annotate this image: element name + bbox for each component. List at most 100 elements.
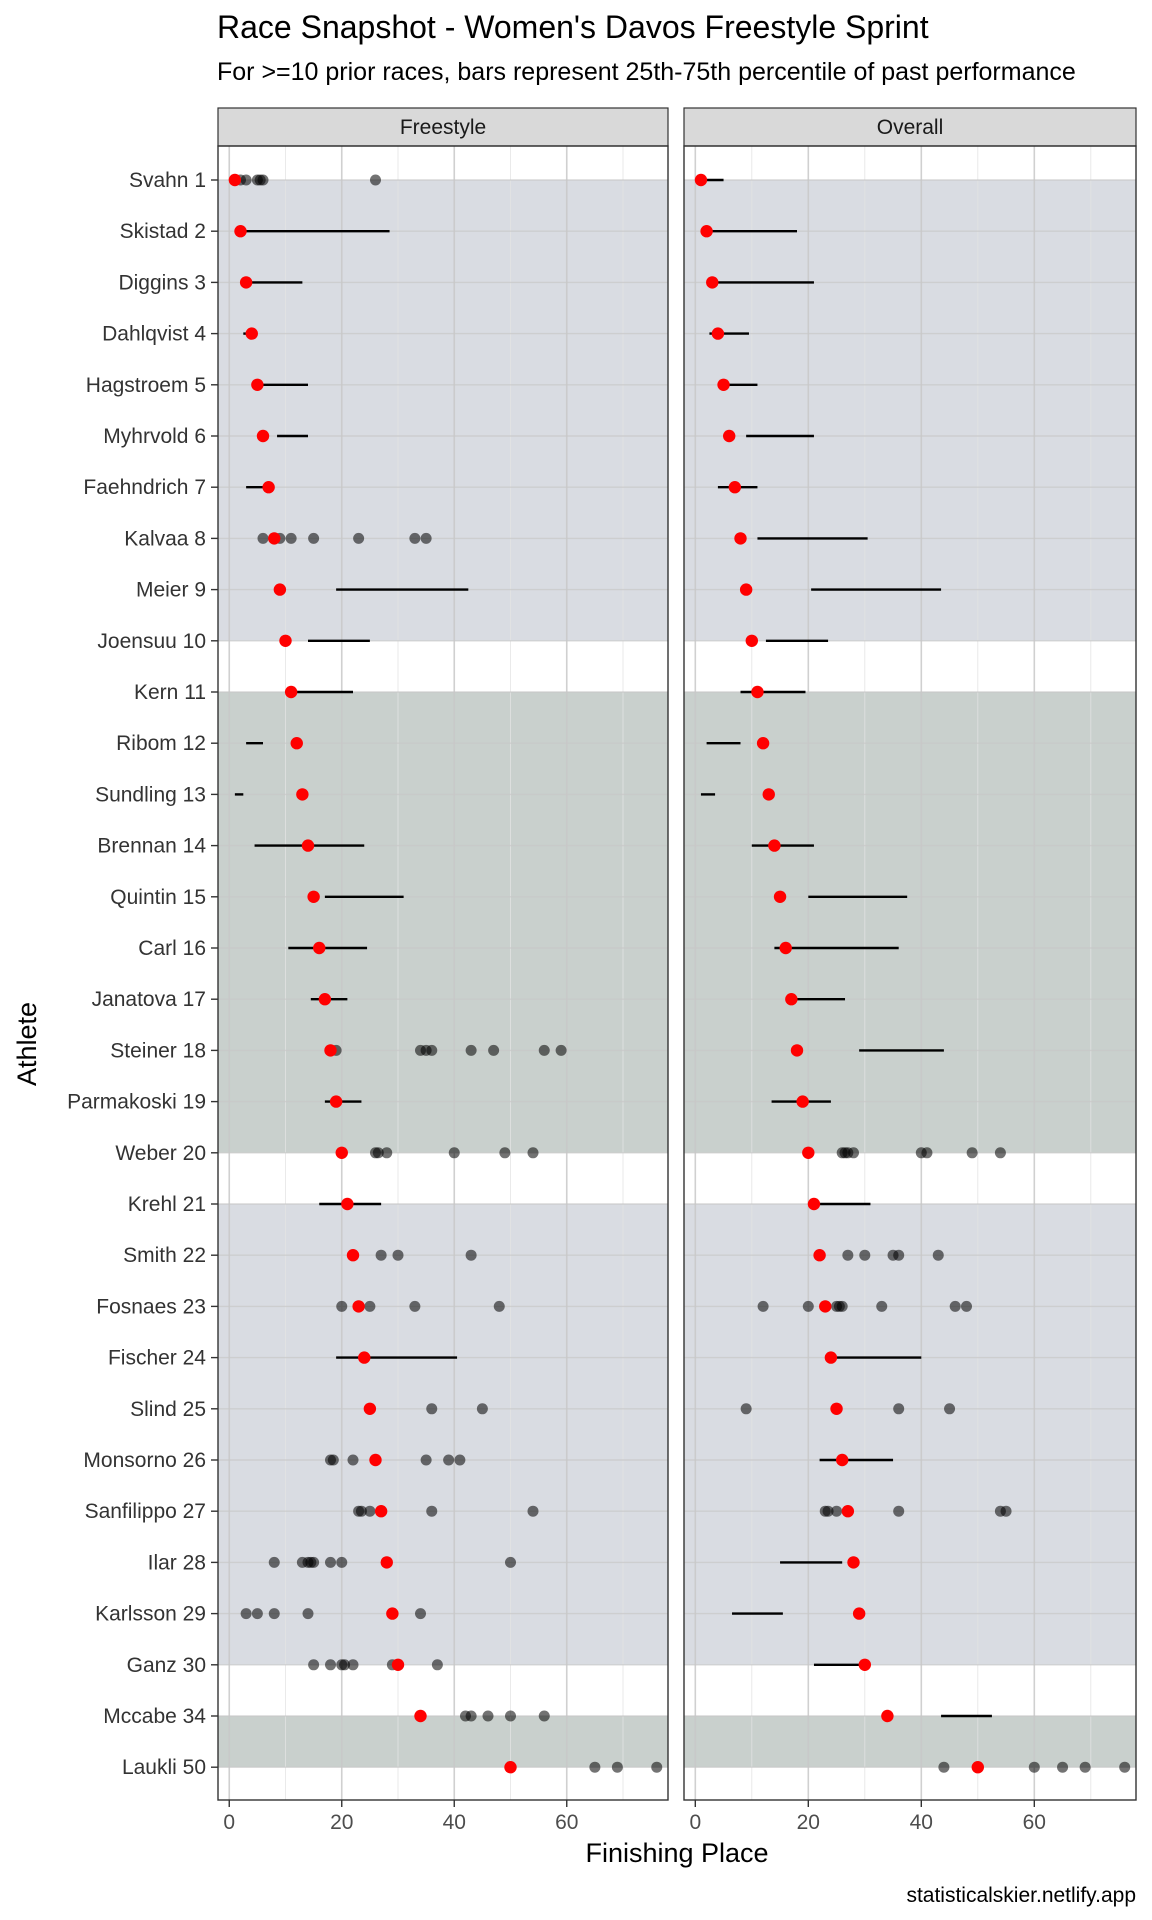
current-place-point: [751, 685, 764, 699]
past-result-point: [1028, 1761, 1040, 1773]
current-place-point: [324, 1044, 337, 1057]
past-result-point: [932, 1249, 944, 1261]
current-place-point: [790, 1044, 804, 1057]
past-result-point: [921, 1147, 933, 1159]
athlete-label: Myhrvold 6: [103, 425, 206, 448]
y-axis: Svahn 1 Skistad 2 Diggins 3 Dahlqvist 4 Hags…: [67, 169, 218, 1779]
x-tick-label: 0: [223, 1811, 235, 1834]
past-result-point: [364, 1505, 376, 1517]
past-result-point: [375, 1249, 387, 1261]
past-result-point: [651, 1761, 663, 1773]
past-result-point: [325, 1659, 336, 1671]
current-place-point: [273, 583, 287, 596]
athlete-label: Mccabe 34: [103, 1705, 206, 1728]
current-place-point: [723, 429, 736, 443]
past-result-point: [611, 1761, 623, 1773]
current-place-point: [301, 839, 315, 852]
facet-strip-label: Freestyle: [400, 116, 486, 139]
past-result-point: [831, 1505, 843, 1517]
athlete-label: Meier 9: [136, 579, 206, 602]
past-result-point: [355, 1505, 367, 1517]
x-tick-label: 20: [330, 1811, 353, 1834]
current-place-point: [694, 173, 708, 187]
current-place-point: [341, 1197, 354, 1211]
current-place-point: [739, 583, 753, 596]
past-result-point: [836, 1300, 848, 1312]
athlete-label: Monsorno 26: [83, 1449, 206, 1472]
past-result-point: [538, 1044, 550, 1056]
athlete-label: Krehl 21: [128, 1193, 206, 1216]
past-result-point: [949, 1300, 961, 1312]
athlete-label: Diggins 3: [118, 271, 206, 294]
past-result-point: [842, 1249, 854, 1261]
past-result-point: [308, 1556, 320, 1568]
past-result-point: [994, 1147, 1006, 1159]
current-place-point: [290, 737, 303, 750]
current-place-point: [251, 378, 264, 391]
current-place-point: [228, 173, 242, 187]
rank-band: [684, 180, 1136, 641]
current-place-point: [363, 1402, 377, 1416]
past-result-point: [454, 1454, 466, 1466]
past-result-point: [465, 1710, 477, 1722]
past-result-point: [538, 1710, 550, 1722]
past-result-point: [1119, 1761, 1131, 1773]
current-place-point: [256, 429, 270, 443]
past-result-point: [240, 174, 252, 186]
rank-band: [684, 1204, 1136, 1665]
athlete-label: Laukli 50: [122, 1756, 206, 1779]
x-tick-label: 40: [443, 1811, 466, 1834]
past-result-point: [443, 1454, 455, 1466]
current-place-point: [858, 1658, 871, 1672]
past-result-point: [848, 1147, 859, 1159]
rank-band: [218, 1204, 668, 1665]
current-place-point: [971, 1761, 984, 1774]
athlete-label: Fischer 24: [108, 1347, 206, 1370]
athlete-label: Carl 16: [138, 937, 206, 960]
x-tick-label: 60: [1023, 1811, 1046, 1834]
panel-freestyle: Freestyle 0 20 40 60: [217, 107, 669, 1834]
current-place-point: [847, 1556, 860, 1569]
past-result-point: [426, 1403, 438, 1415]
past-result-point: [257, 174, 269, 186]
current-place-point: [773, 890, 787, 903]
past-result-point: [822, 1505, 834, 1517]
past-result-point: [499, 1147, 511, 1159]
athlete-label: Sundling 13: [95, 783, 206, 806]
current-place-point: [881, 1709, 894, 1723]
past-result-point: [381, 1147, 393, 1159]
panel-overall: Overall 0 20 40 60: [683, 107, 1137, 1834]
athlete-label: Sanfilippo 27: [85, 1500, 206, 1523]
current-place-point: [358, 1351, 371, 1364]
current-place-point: [318, 993, 332, 1006]
athlete-label: Slind 25: [130, 1398, 206, 1421]
athlete-label: Ilar 28: [148, 1551, 206, 1574]
past-result-point: [527, 1505, 539, 1517]
current-place-point: [728, 481, 742, 494]
current-place-point: [279, 634, 292, 647]
current-place-point: [756, 737, 770, 750]
past-result-point: [370, 174, 381, 186]
current-place-point: [245, 327, 258, 340]
current-place-point: [234, 225, 247, 238]
past-result-point: [488, 1044, 500, 1056]
past-result-point: [347, 1659, 359, 1671]
current-place-point: [307, 890, 320, 903]
current-place-point: [813, 1249, 826, 1262]
current-place-point: [734, 532, 747, 545]
current-place-point: [504, 1761, 517, 1774]
past-result-point: [1057, 1761, 1069, 1773]
past-result-point: [893, 1249, 905, 1261]
athlete-label: Kern 11: [134, 681, 206, 704]
athlete-label: Smith 22: [123, 1244, 206, 1267]
athlete-label: Hagstroem 5: [86, 374, 206, 397]
past-result-point: [966, 1147, 978, 1159]
current-place-point: [268, 532, 281, 545]
past-result-point: [426, 1044, 438, 1056]
past-result-point: [740, 1403, 752, 1415]
past-result-point: [589, 1761, 601, 1773]
rank-band: [218, 1716, 668, 1768]
athlete-label: Svahn 1: [129, 169, 206, 192]
current-place-point: [785, 993, 798, 1006]
past-result-point: [944, 1403, 956, 1415]
